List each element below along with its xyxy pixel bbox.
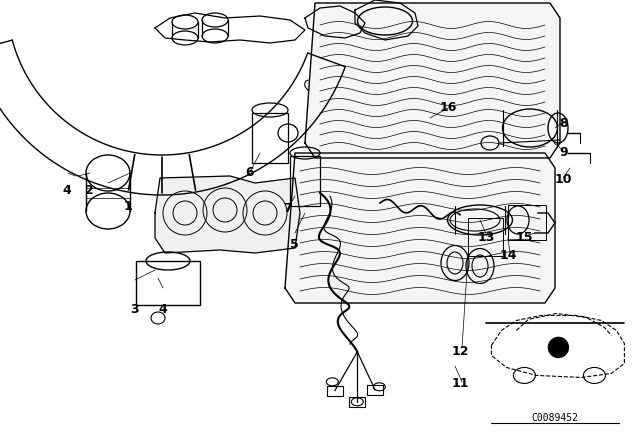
Text: 7: 7 xyxy=(284,202,292,215)
Text: 1: 1 xyxy=(124,199,132,213)
Bar xyxy=(290,156,320,206)
Bar xyxy=(508,205,546,240)
Bar xyxy=(349,397,365,407)
Polygon shape xyxy=(155,176,300,253)
Polygon shape xyxy=(355,0,418,40)
Text: 14: 14 xyxy=(500,249,518,262)
Ellipse shape xyxy=(584,367,605,383)
Text: 4: 4 xyxy=(159,302,168,316)
Ellipse shape xyxy=(513,367,536,383)
Polygon shape xyxy=(305,6,365,38)
Polygon shape xyxy=(285,153,555,303)
Text: 15: 15 xyxy=(516,231,534,244)
Circle shape xyxy=(548,337,568,358)
Text: 2: 2 xyxy=(85,184,94,197)
Text: 9: 9 xyxy=(559,146,568,159)
Text: C0089452: C0089452 xyxy=(532,414,579,423)
Text: 10: 10 xyxy=(554,172,572,186)
Text: 3: 3 xyxy=(130,302,139,316)
Text: 6: 6 xyxy=(245,166,254,179)
Text: 12: 12 xyxy=(452,345,470,358)
Text: 16: 16 xyxy=(439,101,457,114)
Bar xyxy=(468,218,503,256)
Polygon shape xyxy=(155,13,305,43)
Bar xyxy=(327,386,343,396)
Bar xyxy=(367,385,383,395)
Text: 4: 4 xyxy=(63,184,72,197)
Bar xyxy=(136,261,200,305)
Text: 11: 11 xyxy=(452,376,470,390)
Text: 5: 5 xyxy=(290,237,299,251)
Text: 13: 13 xyxy=(477,231,495,244)
Bar xyxy=(252,113,288,163)
Polygon shape xyxy=(305,3,560,158)
Text: 8: 8 xyxy=(559,116,568,130)
